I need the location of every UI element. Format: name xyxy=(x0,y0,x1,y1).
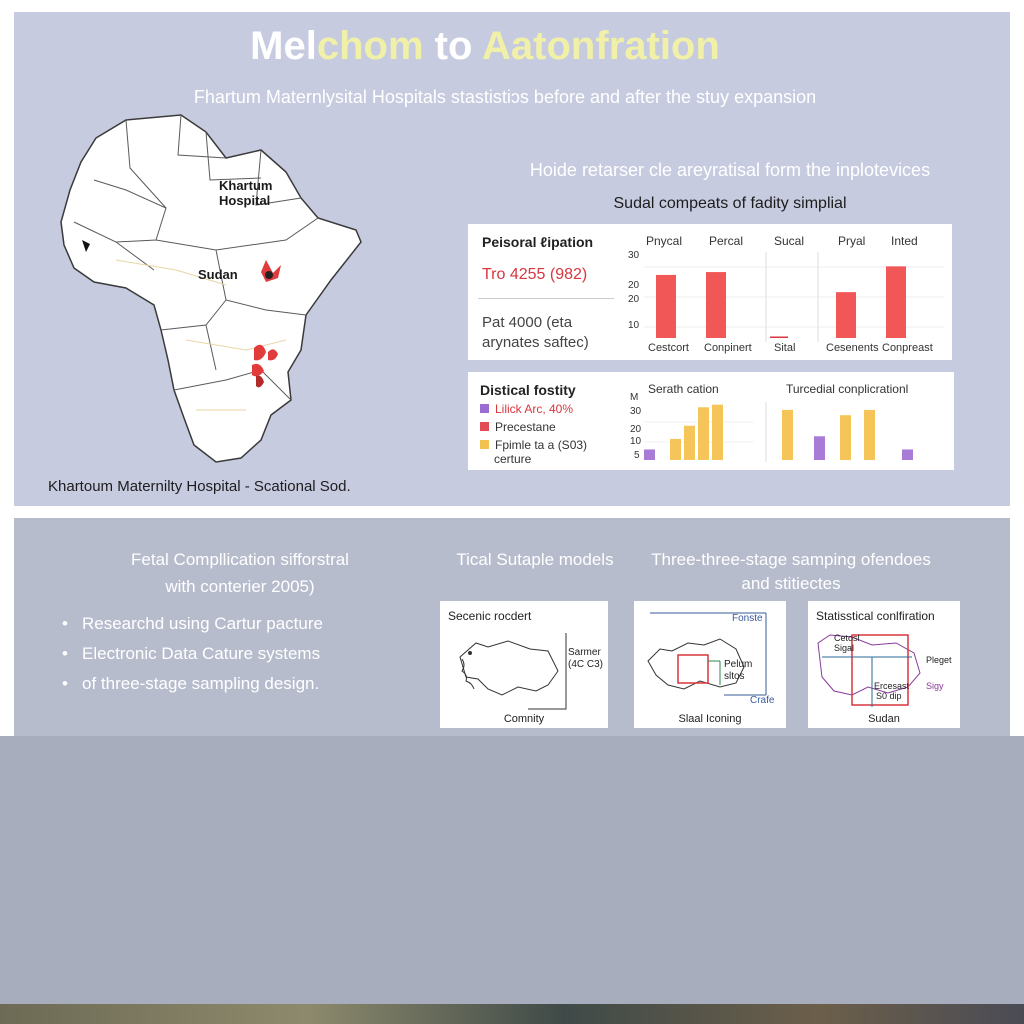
page-title: Melchom to Aatonfration xyxy=(250,24,720,68)
x-label: Sital xyxy=(774,342,796,354)
x-label: Cestcort xyxy=(648,342,689,354)
methods-list: Researchd using Cartur pacture Electroni… xyxy=(62,614,323,704)
y-tick: 20 xyxy=(628,280,640,291)
region-markers xyxy=(252,344,278,388)
sampling-heading-line2: and stitiectes xyxy=(741,574,841,593)
map-label-sudan: Sudan xyxy=(198,267,238,282)
map-side-label: S0 dip xyxy=(876,691,902,701)
map-caption: Khartoum Maternilty Hospital - Scational… xyxy=(48,478,351,495)
legend-item-1: Lilick Arc, 40% xyxy=(480,402,573,416)
distribution-bar xyxy=(698,407,709,460)
population-bar xyxy=(706,272,726,338)
map-side-label: Sigal xyxy=(834,643,855,653)
population-bar xyxy=(836,292,856,338)
complication-bar xyxy=(864,409,875,460)
distribution-bar-charts xyxy=(644,402,913,462)
complication-bar xyxy=(840,415,851,460)
legend-item-3: Fpimle ta a (S03) xyxy=(480,438,587,452)
y-tick: 30 xyxy=(628,250,640,261)
legend-item-2: Precestane xyxy=(480,420,556,434)
map-label-hospital: Khartum Hospital xyxy=(219,178,273,208)
legend-swatch xyxy=(480,440,489,449)
map-card-caption: Slaal Iconing xyxy=(678,713,742,725)
models-heading: Tical Sutaple models xyxy=(456,550,614,569)
map-card-title: Secenic rocdert xyxy=(448,609,532,623)
population-value-red: Tro 4255 (982) xyxy=(482,266,588,283)
page-subtitle: Fhartum Maternlysital Hospitals stastist… xyxy=(193,87,817,107)
population-stats-card: Peisoral ℓipation Tro 4255 (982) Pat 400… xyxy=(468,224,952,360)
map-card-scenic: Secenic rocdert Sarmer (4C C3) Comnity xyxy=(440,601,608,728)
distribution-card: Distical fostity Lilick Arc, 40% Precest… xyxy=(468,372,954,470)
legend-swatch xyxy=(480,404,489,413)
population-bar-chart xyxy=(644,252,944,342)
map-side-label: sltos xyxy=(724,671,745,682)
fetal-heading-line1: Fetal Compllication sifforstral xyxy=(131,550,349,569)
fetal-heading-line2: with conterier 2005) xyxy=(165,577,315,596)
population-value-line1: Pat 4000 (eta xyxy=(482,314,573,331)
divider xyxy=(478,298,614,299)
list-item: Electronic Data Cature systems xyxy=(62,644,323,664)
legend-swatch xyxy=(480,422,489,431)
mid-chart-title: Serath cation xyxy=(648,382,719,396)
map-side-label: (4C C3) xyxy=(568,659,604,670)
map-card-title: Statisstical conlfiration xyxy=(816,609,935,623)
population-bar xyxy=(770,336,788,338)
distribution-bar xyxy=(712,404,723,460)
bar-col-label-4: Pryal xyxy=(838,234,866,248)
distribution-bar xyxy=(670,438,681,460)
bar-col-label-5: Inted xyxy=(891,234,918,248)
stats-subheading: Sudal compeats of fadity simplial xyxy=(613,195,847,212)
population-bar xyxy=(656,274,676,338)
map-side-label: Cetosl xyxy=(834,633,860,643)
africa-map: Khartum Hospital Sudan xyxy=(56,110,366,470)
y-tick: 10 xyxy=(630,436,642,447)
map-card-statistical: Statisstical conlfiration Cetosl Sigal P… xyxy=(808,601,960,728)
list-item: Researchd using Cartur pacture xyxy=(62,614,323,634)
map-card-caption: Sudan xyxy=(868,713,900,725)
x-label: Cesenents xyxy=(826,342,879,354)
complication-bar xyxy=(902,449,913,460)
right-chart-title: Turcedial conplicrationl xyxy=(786,382,909,396)
bottom-image-strip xyxy=(0,1004,1024,1024)
y-tick: 5 xyxy=(634,450,640,461)
stats-heading: Hoide retarser cle areyratisal form the … xyxy=(529,160,931,180)
list-item: of three-stage sampling design. xyxy=(62,674,323,694)
complication-bar xyxy=(782,409,793,460)
bottom-panel xyxy=(0,736,1024,1024)
x-label: Conpreast xyxy=(882,342,933,354)
sampling-heading-line1: Three-three-stage samping ofendoes xyxy=(651,550,931,569)
map-side-label: Pelum xyxy=(724,659,753,670)
bar-col-label-1: Pnycal xyxy=(646,234,683,248)
legend-extra: certure xyxy=(494,452,532,466)
sampling-map-graphic xyxy=(647,612,767,696)
mini-map-graphic xyxy=(459,633,567,710)
distribution-bar xyxy=(644,449,655,460)
complication-bar xyxy=(814,436,825,460)
y-tick: M xyxy=(630,392,639,403)
map-side-label: Ercesast xyxy=(874,681,910,691)
population-bar xyxy=(886,266,906,338)
y-tick: 10 xyxy=(628,320,640,331)
hospital-marker xyxy=(261,260,281,282)
map-card-sampling: Fonste Pelum sltos Crafe Slaal Iconing xyxy=(634,601,786,728)
africa-map-graphic xyxy=(60,114,362,463)
y-tick: 30 xyxy=(630,406,642,417)
bar-col-label-3: Sucal xyxy=(774,234,805,248)
population-value-line2: arynates saftec) xyxy=(482,334,589,351)
map-card-caption: Comnity xyxy=(503,713,545,725)
statistical-map-graphic xyxy=(817,634,921,707)
map-side-label: Crafe xyxy=(750,695,775,706)
distribution-bar xyxy=(684,425,695,460)
map-side-label: Pleget xyxy=(926,655,952,665)
map-card-title: Fonste xyxy=(732,613,763,624)
bar-col-label-2: Percal xyxy=(709,234,744,248)
map-side-label: Sarmer xyxy=(568,647,601,658)
population-card-title: Peisoral ℓipation xyxy=(482,234,594,250)
distribution-card-title: Distical fostity xyxy=(480,382,576,398)
x-label: Conpinert xyxy=(704,342,752,354)
y-tick: 20 xyxy=(630,424,642,435)
y-tick: 20 xyxy=(628,294,640,305)
map-side-label: Sigy xyxy=(926,681,944,691)
